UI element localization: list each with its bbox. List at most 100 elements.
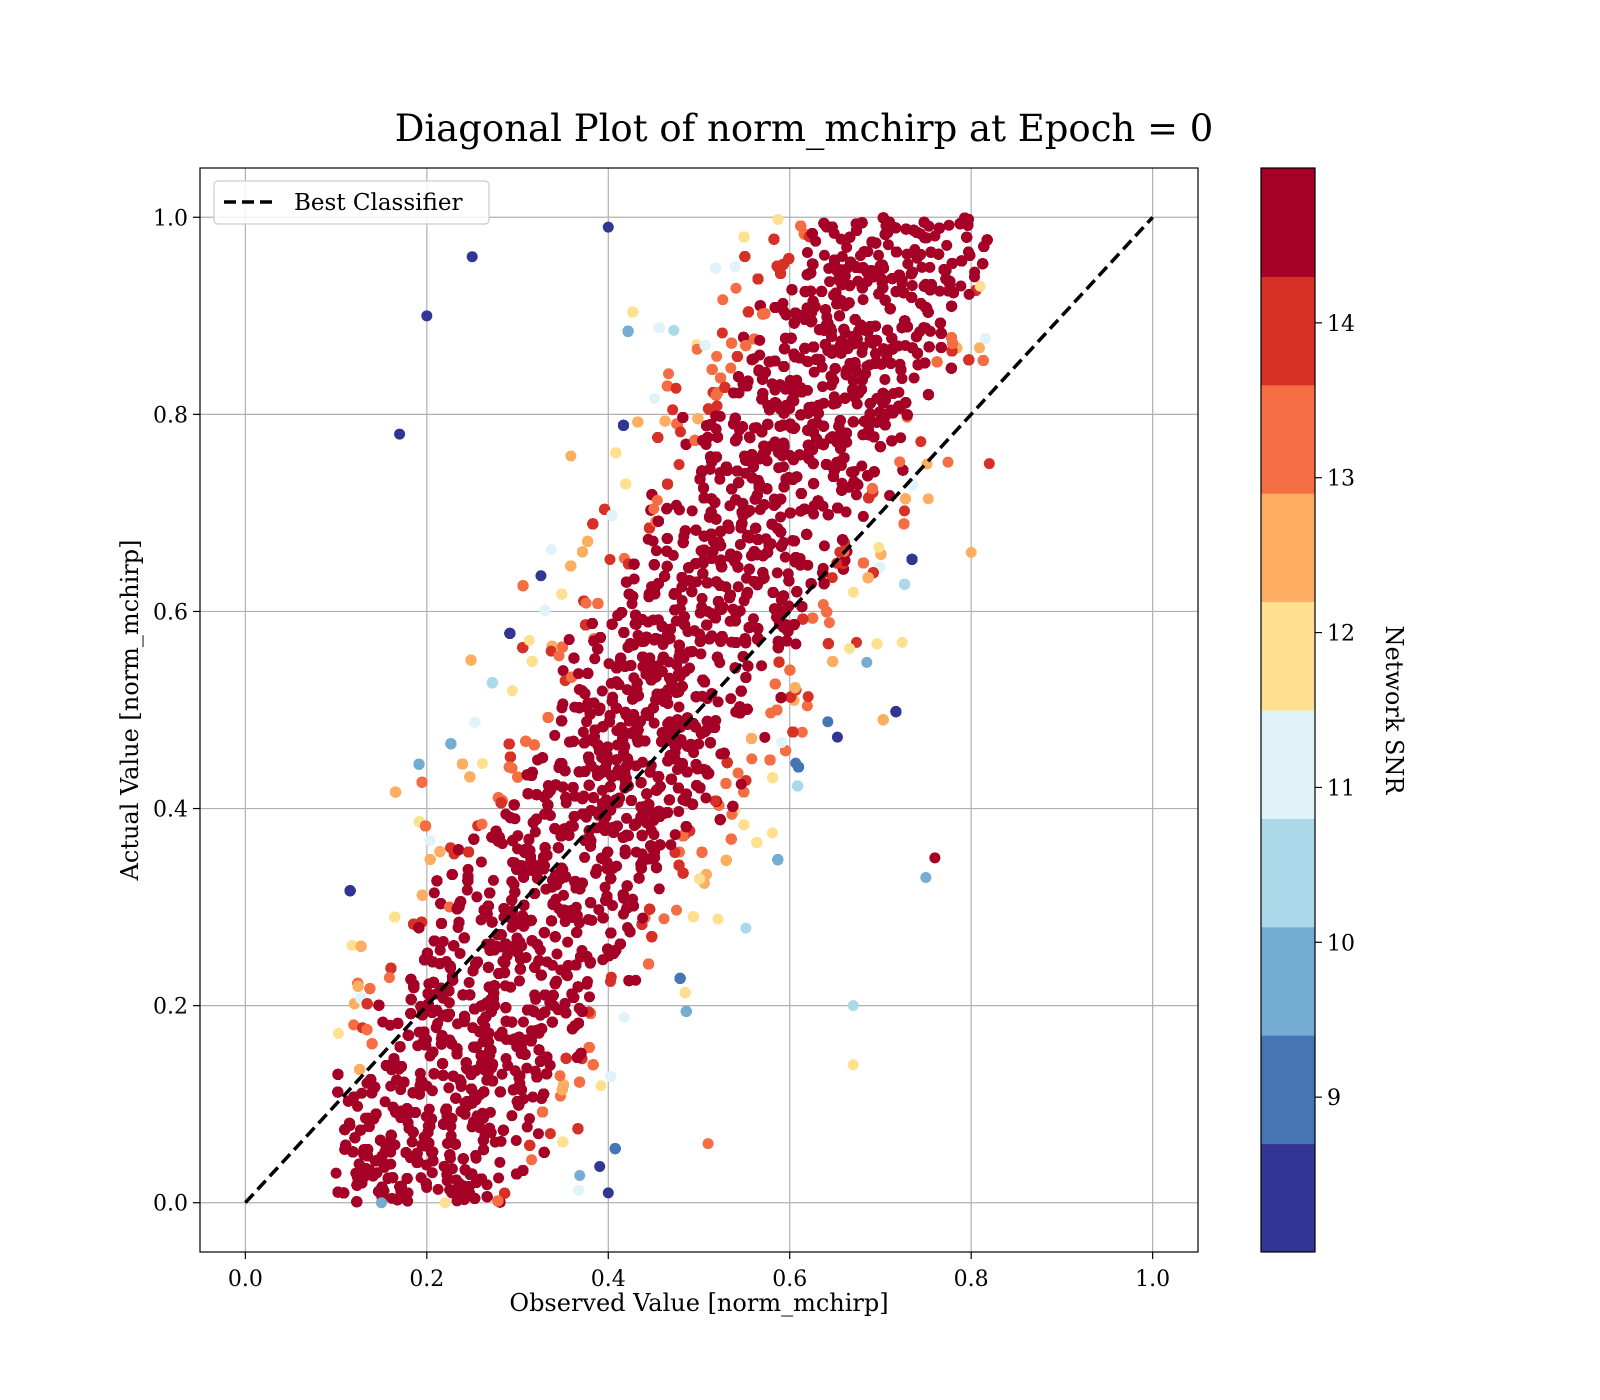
- scatter-point: [709, 795, 721, 807]
- scatter-point: [772, 213, 784, 225]
- scatter-point: [963, 288, 975, 300]
- scatter-point: [877, 714, 889, 726]
- scatter-point: [557, 1136, 569, 1148]
- scatter-point: [822, 638, 834, 650]
- scatter-point: [424, 834, 436, 846]
- scatter-point: [720, 778, 732, 790]
- scatter-point: [609, 1143, 621, 1155]
- scatter-point: [746, 753, 758, 765]
- scatter-point: [658, 913, 670, 925]
- scatter-point: [476, 758, 488, 770]
- scatter-point: [772, 854, 784, 866]
- scatter-point: [446, 869, 458, 881]
- scatter-point: [732, 767, 744, 779]
- scatter-point: [673, 458, 685, 470]
- scatter-point: [373, 999, 385, 1011]
- scatter-point: [822, 716, 834, 728]
- scatter-point: [366, 1038, 378, 1050]
- scatter-point: [807, 612, 819, 624]
- scatter-point: [556, 588, 568, 600]
- scatter-point: [773, 656, 785, 668]
- scatter-point: [355, 940, 367, 952]
- scatter-point: [628, 558, 640, 570]
- scatter-point: [759, 308, 771, 320]
- scatter-point: [725, 362, 737, 374]
- scatter-point: [790, 757, 802, 769]
- scatter-point: [866, 483, 878, 495]
- scatter-point: [428, 887, 440, 899]
- scatter-point: [898, 505, 910, 517]
- scatter-point: [504, 751, 516, 763]
- scatter-point: [453, 844, 465, 856]
- scatter-point: [481, 1191, 493, 1203]
- scatter-point: [504, 627, 516, 639]
- scatter-point: [730, 282, 742, 294]
- scatter-point: [768, 233, 780, 245]
- scatter-point: [456, 758, 468, 770]
- scatter-point: [649, 392, 661, 404]
- scatter-point: [922, 389, 934, 401]
- scatter-point: [817, 598, 829, 610]
- scatter-point: [416, 889, 428, 901]
- scatter-point: [413, 922, 425, 934]
- scatter-point: [605, 1071, 617, 1083]
- scatter-point: [582, 535, 594, 547]
- scatter-point: [620, 478, 632, 490]
- scatter-point: [738, 231, 750, 243]
- scatter-point: [524, 1113, 536, 1125]
- scatter-point: [662, 478, 674, 490]
- scatter-point: [535, 570, 547, 582]
- scatter-point: [643, 958, 655, 970]
- scatter-point: [796, 726, 808, 738]
- scatter-point: [476, 818, 488, 830]
- scatter-point: [861, 656, 873, 668]
- scatter-point: [783, 253, 795, 265]
- scatter-point: [731, 350, 743, 362]
- scatter-point: [712, 913, 724, 925]
- scatter-point: [692, 413, 704, 425]
- scatter-point: [742, 306, 754, 318]
- scatter-point: [592, 597, 604, 609]
- scatter-point: [769, 678, 781, 690]
- scatter-point: [652, 432, 664, 444]
- scatter-point: [574, 1169, 586, 1181]
- scatter-point: [528, 739, 540, 751]
- scatter-point: [945, 362, 957, 374]
- scatter-point: [847, 586, 859, 598]
- scatter-point: [764, 754, 776, 766]
- scatter-point: [606, 509, 618, 521]
- scatter-point: [699, 339, 711, 351]
- scatter-point: [644, 903, 656, 915]
- scatter-point: [587, 1059, 599, 1071]
- scatter-point: [906, 553, 918, 565]
- scatter-point: [898, 518, 910, 530]
- scatter-point: [785, 691, 797, 703]
- scatter-point: [740, 922, 752, 934]
- scatter-point: [577, 546, 589, 558]
- scatter-point: [605, 971, 617, 983]
- scatter-point: [464, 771, 476, 783]
- scatter-point: [717, 294, 729, 306]
- scatter-point: [973, 342, 985, 354]
- scatter-point: [511, 1168, 523, 1180]
- scatter-point: [517, 580, 529, 592]
- scatter-point: [735, 778, 747, 790]
- scatter-point: [680, 1005, 692, 1017]
- scatter-point: [389, 911, 401, 923]
- scatter-point: [792, 780, 804, 792]
- scatter-point: [670, 382, 682, 394]
- scatter-point: [674, 426, 686, 438]
- scatter-point: [420, 820, 432, 832]
- scatter-point: [746, 733, 758, 745]
- scatter-point: [492, 1195, 504, 1207]
- scatter-point: [709, 262, 721, 274]
- scatter-point: [539, 604, 551, 616]
- scatter-point: [595, 1080, 607, 1092]
- scatter-point: [899, 578, 911, 590]
- scatter-point: [506, 685, 518, 697]
- scatter-point: [765, 707, 777, 719]
- scatter-point: [431, 875, 443, 887]
- scatter-point: [580, 597, 592, 609]
- scatter-point: [573, 1184, 585, 1196]
- scatter-point: [627, 306, 639, 318]
